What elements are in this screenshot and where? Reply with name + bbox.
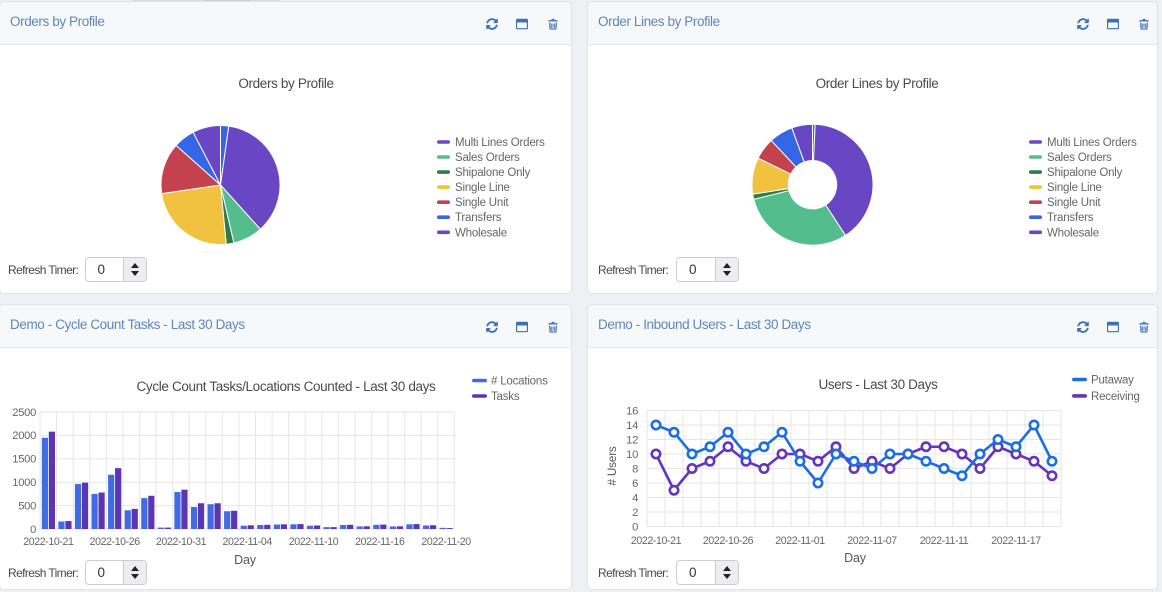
svg-text:2022-11-07: 2022-11-07 (847, 535, 897, 547)
svg-text:2: 2 (632, 507, 638, 519)
svg-text:2000: 2000 (12, 430, 36, 442)
svg-text:12: 12 (626, 434, 638, 446)
svg-text:Multi Lines Orders: Multi Lines Orders (455, 137, 545, 149)
svg-text:Single Unit: Single Unit (455, 197, 509, 209)
svg-text:2022-11-01: 2022-11-01 (775, 535, 825, 547)
svg-text:Transfers: Transfers (1047, 212, 1094, 224)
svg-text:2500: 2500 (12, 407, 36, 419)
svg-text:2022-11-10: 2022-11-10 (289, 536, 339, 548)
svg-text:Multi Lines Orders: Multi Lines Orders (1047, 137, 1137, 149)
svg-text:Shipalone Only: Shipalone Only (1047, 167, 1123, 179)
svg-text:Orders by Profile: Orders by Profile (238, 76, 333, 91)
svg-text:1000: 1000 (12, 477, 36, 489)
svg-text:500: 500 (18, 500, 36, 512)
svg-text:2022-10-21: 2022-10-21 (631, 535, 682, 547)
svg-text:Order Lines by Profile: Order Lines by Profile (816, 76, 939, 91)
svg-text:2022-11-16: 2022-11-16 (355, 536, 405, 548)
svg-text:Single Line: Single Line (455, 182, 510, 194)
svg-text:Tasks: Tasks (491, 391, 520, 403)
svg-text:Shipalone Only: Shipalone Only (455, 167, 531, 179)
svg-text:Wholesale: Wholesale (455, 227, 507, 239)
svg-text:6: 6 (632, 478, 638, 490)
svg-text:# Users: # Users (605, 446, 619, 486)
svg-text:2022-11-20: 2022-11-20 (421, 536, 471, 548)
svg-text:2022-10-26: 2022-10-26 (703, 535, 754, 547)
svg-text:Single Unit: Single Unit (1047, 197, 1101, 209)
svg-text:2022-11-17: 2022-11-17 (991, 535, 1041, 547)
svg-text:2022-10-26: 2022-10-26 (90, 536, 141, 548)
svg-text:Day: Day (234, 553, 257, 567)
svg-text:Sales Orders: Sales Orders (455, 152, 520, 164)
svg-text:Single Line: Single Line (1047, 182, 1102, 194)
svg-text:Receiving: Receiving (1091, 391, 1140, 403)
svg-text:Sales Orders: Sales Orders (1047, 152, 1112, 164)
svg-text:2022-11-11: 2022-11-11 (920, 535, 969, 547)
svg-text:2022-10-21: 2022-10-21 (23, 536, 74, 548)
svg-text:# Locations: # Locations (491, 376, 548, 388)
svg-text:8: 8 (632, 463, 638, 475)
svg-text:Putaway: Putaway (1091, 375, 1134, 387)
svg-text:2022-10-31: 2022-10-31 (156, 536, 207, 548)
svg-text:Users - Last 30 Days: Users - Last 30 Days (818, 377, 938, 392)
svg-text:Day: Day (844, 551, 867, 565)
svg-text:10: 10 (626, 449, 638, 461)
svg-text:Wholesale: Wholesale (1047, 227, 1099, 239)
svg-text:2022-11-04: 2022-11-04 (222, 536, 272, 548)
svg-text:4: 4 (632, 492, 638, 504)
svg-text:0: 0 (632, 521, 638, 533)
svg-text:16: 16 (626, 405, 638, 417)
svg-text:0: 0 (30, 524, 36, 536)
svg-text:Cycle Count Tasks/Locations Co: Cycle Count Tasks/Locations Counted - La… (137, 379, 437, 394)
svg-text:14: 14 (626, 420, 638, 432)
svg-text:Transfers: Transfers (455, 212, 502, 224)
svg-text:1500: 1500 (12, 454, 36, 466)
